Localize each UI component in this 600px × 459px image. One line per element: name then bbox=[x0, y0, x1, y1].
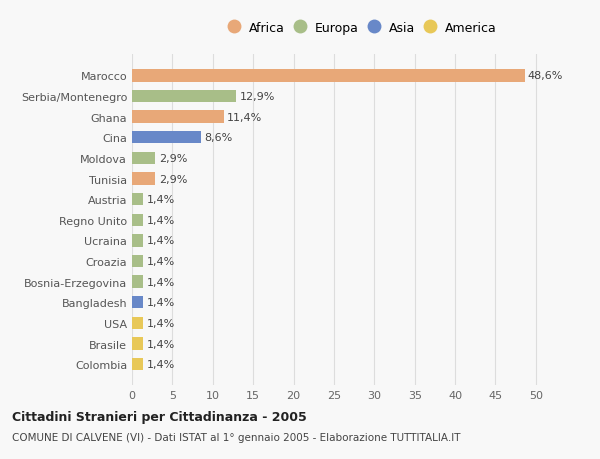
Text: COMUNE DI CALVENE (VI) - Dati ISTAT al 1° gennaio 2005 - Elaborazione TUTTITALIA: COMUNE DI CALVENE (VI) - Dati ISTAT al 1… bbox=[12, 432, 461, 442]
Text: 1,4%: 1,4% bbox=[146, 359, 175, 369]
Text: 12,9%: 12,9% bbox=[239, 92, 275, 102]
Bar bbox=[132, 338, 143, 350]
Bar bbox=[132, 317, 143, 330]
Text: 1,4%: 1,4% bbox=[146, 297, 175, 308]
Text: 1,4%: 1,4% bbox=[146, 339, 175, 349]
Text: 1,4%: 1,4% bbox=[146, 215, 175, 225]
Bar bbox=[132, 358, 143, 370]
Bar bbox=[132, 255, 143, 268]
Bar bbox=[132, 297, 143, 309]
Bar bbox=[132, 111, 224, 123]
Bar bbox=[132, 235, 143, 247]
Text: 1,4%: 1,4% bbox=[146, 277, 175, 287]
Bar bbox=[132, 70, 524, 83]
Bar bbox=[132, 152, 155, 165]
Text: 8,6%: 8,6% bbox=[205, 133, 233, 143]
Bar bbox=[132, 91, 236, 103]
Text: 48,6%: 48,6% bbox=[528, 71, 563, 81]
Text: 1,4%: 1,4% bbox=[146, 195, 175, 205]
Bar bbox=[132, 173, 155, 185]
Text: 1,4%: 1,4% bbox=[146, 257, 175, 267]
Bar bbox=[132, 132, 202, 144]
Text: 2,9%: 2,9% bbox=[158, 174, 187, 184]
Text: 1,4%: 1,4% bbox=[146, 236, 175, 246]
Text: 2,9%: 2,9% bbox=[158, 154, 187, 163]
Bar bbox=[132, 214, 143, 226]
Bar bbox=[132, 194, 143, 206]
Text: 11,4%: 11,4% bbox=[227, 112, 263, 123]
Text: Cittadini Stranieri per Cittadinanza - 2005: Cittadini Stranieri per Cittadinanza - 2… bbox=[12, 410, 307, 423]
Bar bbox=[132, 276, 143, 288]
Text: 1,4%: 1,4% bbox=[146, 318, 175, 328]
Legend: Africa, Europa, Asia, America: Africa, Europa, Asia, America bbox=[226, 18, 500, 39]
